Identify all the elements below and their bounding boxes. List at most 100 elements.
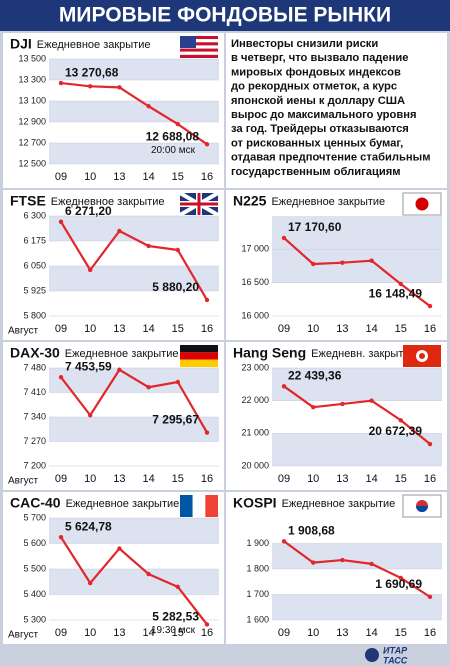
x-tick-label: 09 (55, 627, 67, 639)
grid-band (49, 518, 219, 544)
grid-band (272, 543, 442, 569)
point (369, 398, 374, 403)
body-text: отдавая предпочтение стабильным (231, 152, 430, 164)
chart-title: CAC-40 (10, 495, 61, 511)
y-tick-label: 5 925 (23, 285, 46, 295)
x-tick-label: 09 (278, 323, 290, 335)
point (117, 228, 122, 234)
chart-panel: N225 Ежедневное закрытие 16 000 16 500 17 00… (226, 190, 447, 340)
y-tick-label: 1 900 (246, 538, 269, 548)
chart-subtitle: Ежедневное закрытие (282, 498, 396, 510)
data-label: 7 295,67 (152, 413, 199, 427)
text-panel (226, 33, 447, 188)
grid-band (49, 417, 219, 442)
body-text: государственным облигациям (231, 166, 401, 178)
flag-part (180, 36, 218, 40)
point (146, 385, 151, 390)
point (398, 418, 403, 423)
y-tick-label: 7 200 (23, 460, 46, 470)
line (283, 385, 431, 445)
y-tick-label: 5 300 (23, 614, 46, 624)
x-tick-label: 09 (55, 171, 67, 183)
grid-band (49, 59, 219, 80)
data-label: 12 688,08 (146, 129, 200, 143)
logo-mark (365, 648, 379, 662)
x-tick-label: 16 (201, 473, 213, 485)
x-tick-label: 15 (395, 323, 407, 335)
point (175, 121, 180, 127)
point (398, 281, 403, 287)
grid-band (49, 368, 219, 393)
flag (180, 495, 218, 517)
data-label: 6 271,20 (65, 204, 112, 218)
flag-part (180, 48, 218, 52)
y-tick-label: 5 700 (23, 512, 46, 522)
x-tick-label: 15 (395, 473, 407, 485)
y-tick-label: 5 600 (23, 538, 46, 548)
point (340, 401, 345, 407)
x-tick-label: 14 (365, 323, 377, 335)
chart-panel: KOSPI Ежедневное закрытие 1 600 1 700 1 800 1… (226, 492, 447, 644)
y-tick-label: 21 000 (241, 428, 269, 438)
grid-band (272, 433, 442, 466)
x-tick-label: 14 (365, 473, 377, 485)
x-tick-label: 10 (307, 627, 319, 639)
x-tick-label: 16 (424, 627, 436, 639)
flag-part (180, 54, 218, 58)
body-text: вырос до максимального уровня (231, 109, 417, 121)
flag (403, 345, 441, 367)
x-tick-label: 14 (142, 627, 154, 639)
y-tick-label: 17 000 (241, 244, 269, 254)
flag-part (180, 345, 218, 353)
point (117, 367, 122, 372)
y-tick-label: 6 175 (23, 235, 46, 245)
chart-panel: CAC-40 Ежедневное закрытие 5 300 5 400 5 500… (3, 492, 224, 644)
flag-part (419, 353, 425, 359)
point (311, 261, 316, 267)
x-tick-label: 10 (84, 627, 96, 639)
point (88, 413, 93, 418)
x-tick-label: 14 (142, 323, 154, 335)
flag-part (180, 39, 218, 43)
point (340, 557, 345, 563)
data-label: 5 282,53 (152, 610, 199, 624)
point (369, 258, 374, 263)
grid-band (49, 569, 219, 595)
flag (402, 494, 442, 518)
page-title: МИРОВЫЕ ФОНДОВЫЕ РЫНКИ (59, 4, 391, 27)
x-axis-label: Август (8, 476, 39, 487)
y-tick-label: 7 480 (23, 362, 46, 372)
x-tick-label: 14 (142, 171, 154, 183)
body-text: за год. Трейдеры отказываются (231, 123, 409, 135)
point (204, 430, 210, 435)
x-tick-label: 16 (201, 323, 213, 335)
source: ИТАР (383, 645, 408, 655)
x-tick-label: 09 (55, 473, 67, 485)
y-tick-label: 23 000 (241, 362, 269, 372)
flag-part (180, 36, 196, 48)
y-tick-label: 16 000 (241, 310, 269, 320)
x-tick-label: 10 (307, 473, 319, 485)
point (311, 405, 316, 410)
y-tick-label: 22 000 (241, 395, 269, 405)
chart-panel: DAX-30 Ежедневное закрытие 7 200 7 270 7 340… (3, 342, 224, 490)
point (427, 303, 433, 309)
data-label: 1 908,68 (288, 523, 335, 537)
x-tick-label: 16 (201, 171, 213, 183)
chart-subtitle: Ежедневное закрытие (51, 196, 165, 208)
data-label: 5 624,78 (65, 519, 112, 533)
y-tick-label: 16 500 (241, 277, 269, 287)
point (88, 580, 93, 586)
point (281, 384, 287, 389)
x-tick-label: 09 (55, 323, 67, 335)
x-tick-label: 13 (113, 323, 125, 335)
flag-part (180, 42, 218, 46)
flag-part (192, 495, 206, 517)
y-tick-label: 5 500 (23, 563, 46, 573)
x-tick-label: 13 (336, 323, 348, 335)
x-tick-label: 16 (201, 627, 213, 639)
flag (180, 36, 218, 58)
y-tick-label: 6 300 (23, 210, 46, 220)
